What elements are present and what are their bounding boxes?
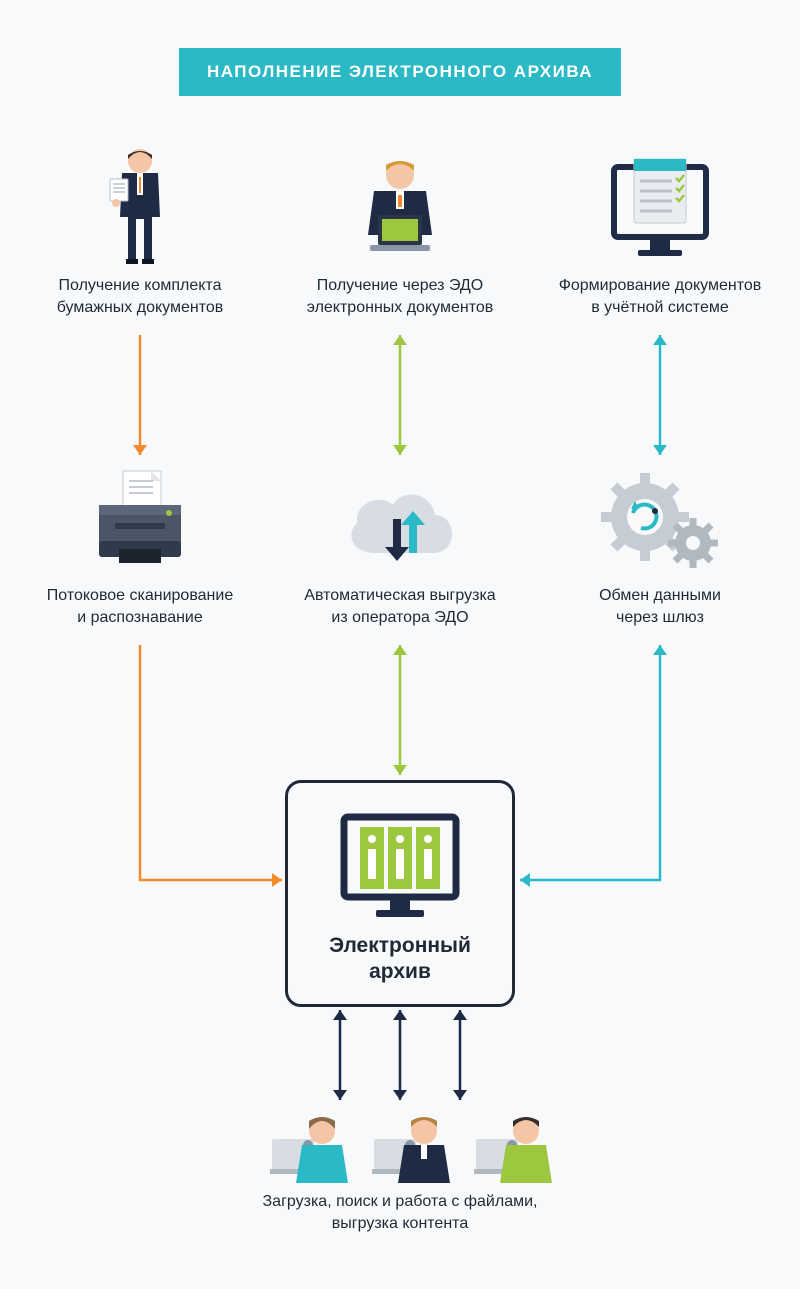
- arrows-layer: [0, 0, 800, 1289]
